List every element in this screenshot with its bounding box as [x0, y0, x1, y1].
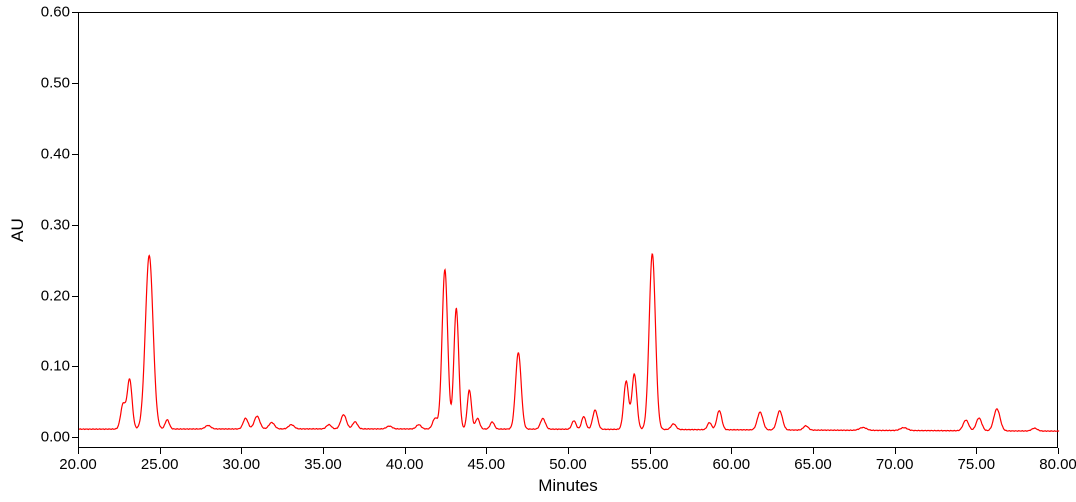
x-tick-label: 75.00: [958, 456, 996, 473]
x-tick-label: 25.00: [141, 456, 179, 473]
x-tick-label: 55.00: [631, 456, 669, 473]
x-tick-label: 70.00: [876, 456, 914, 473]
y-tick: [72, 296, 78, 297]
x-tick: [1058, 448, 1059, 454]
x-tick: [731, 448, 732, 454]
x-tick: [568, 448, 569, 454]
chart-container: AU Minutes 0.00 0.10 0.20 0.30 0.40 0.50 0.60 2…: [0, 0, 1076, 502]
x-tick-label: 20.00: [59, 456, 97, 473]
x-tick-label: 80.00: [1039, 456, 1076, 473]
y-tick: [72, 366, 78, 367]
x-axis-title: Minutes: [538, 476, 598, 496]
y-tick-label: 0.50: [34, 74, 70, 91]
y-axis-title: AU: [8, 218, 28, 242]
x-tick: [405, 448, 406, 454]
y-tick-label: 0.40: [34, 145, 70, 162]
x-tick: [813, 448, 814, 454]
x-tick: [78, 448, 79, 454]
y-tick: [72, 154, 78, 155]
x-tick-label: 40.00: [386, 456, 424, 473]
x-tick: [486, 448, 487, 454]
x-tick: [323, 448, 324, 454]
x-tick: [160, 448, 161, 454]
y-tick-label: 0.20: [34, 287, 70, 304]
y-tick-label: 0.30: [34, 216, 70, 233]
x-tick-label: 65.00: [794, 456, 832, 473]
x-tick-label: 30.00: [223, 456, 261, 473]
x-tick: [895, 448, 896, 454]
x-tick-label: 50.00: [549, 456, 587, 473]
y-tick: [72, 437, 78, 438]
y-tick: [72, 12, 78, 13]
x-tick-label: 35.00: [304, 456, 342, 473]
trace-line: [79, 254, 1059, 431]
plot-area: [78, 12, 1058, 448]
y-tick: [72, 83, 78, 84]
x-tick: [241, 448, 242, 454]
x-tick: [650, 448, 651, 454]
x-tick-label: 60.00: [713, 456, 751, 473]
chromatogram-trace: [79, 13, 1059, 449]
x-tick-label: 45.00: [468, 456, 506, 473]
y-tick-label: 0.00: [34, 429, 70, 446]
y-tick-label: 0.10: [34, 358, 70, 375]
x-tick: [976, 448, 977, 454]
y-tick: [72, 225, 78, 226]
y-tick-label: 0.60: [34, 4, 70, 21]
